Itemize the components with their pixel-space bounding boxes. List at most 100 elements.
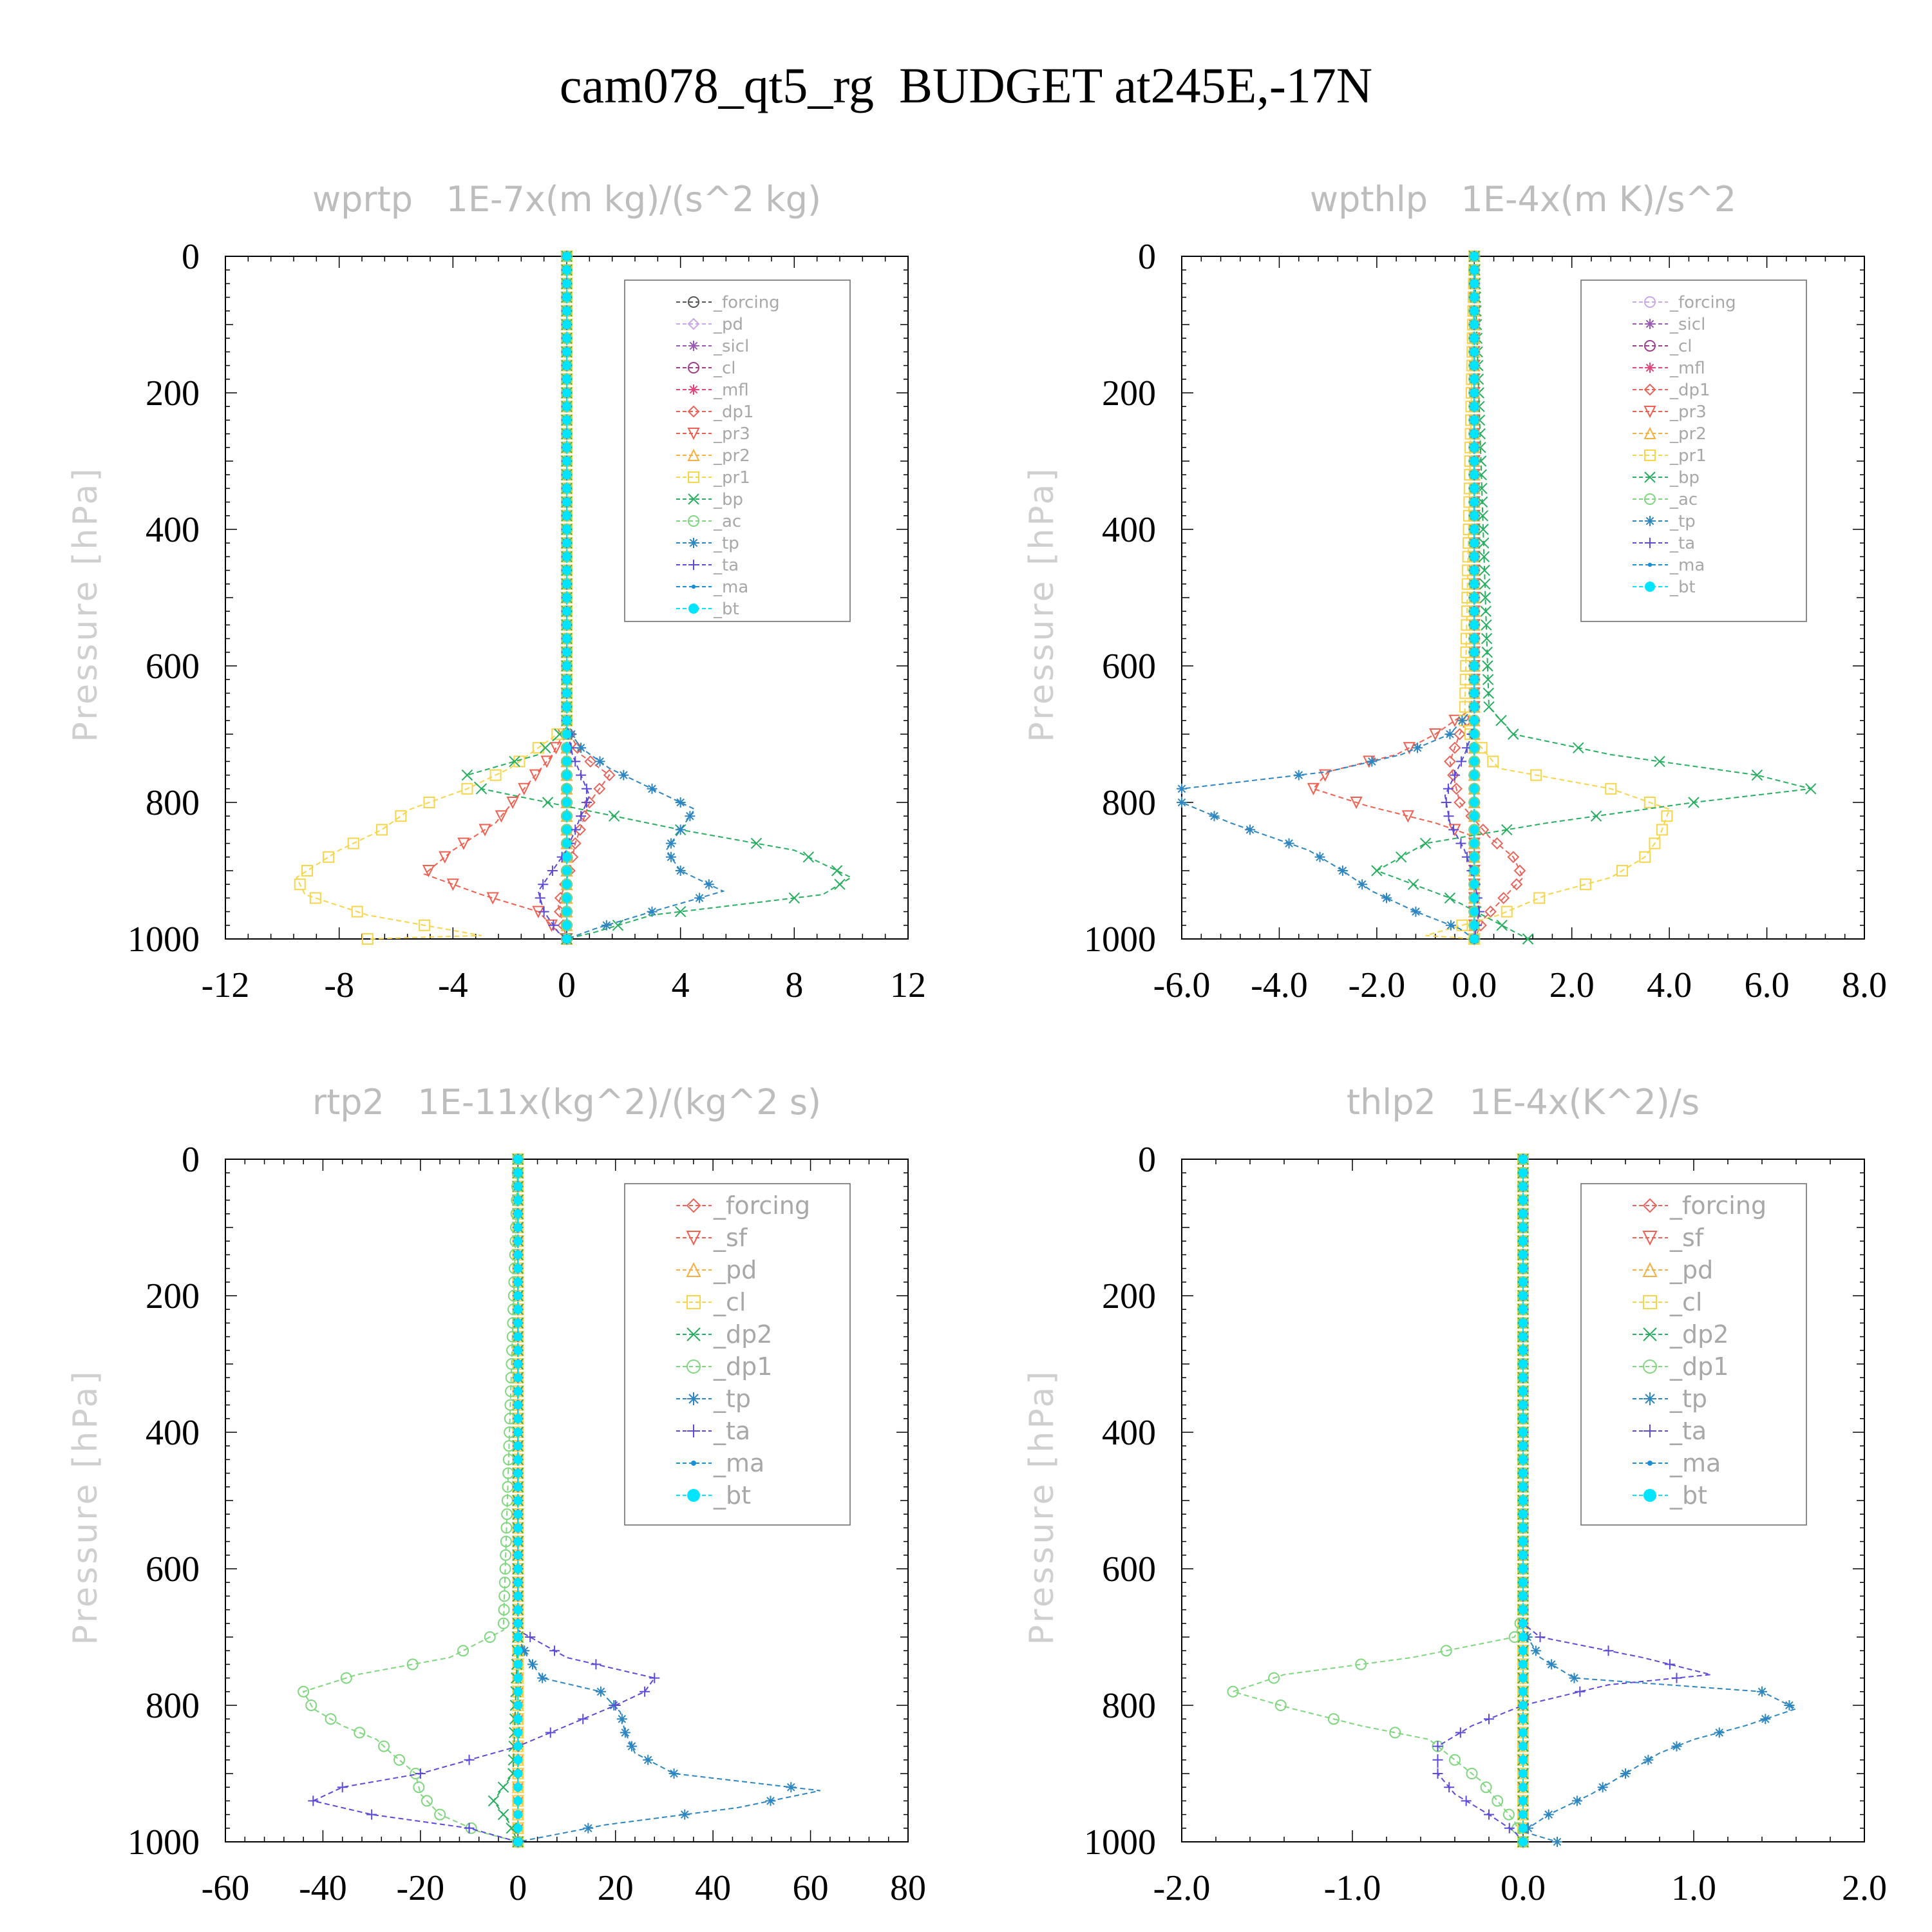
- data-point: [419, 919, 431, 931]
- data-point: [562, 702, 571, 712]
- data-point: [1478, 551, 1490, 563]
- data-point: [489, 769, 502, 781]
- data-point: [1470, 511, 1479, 520]
- legend-item-forcing: _forcing: [676, 293, 780, 312]
- data-point: [518, 782, 531, 796]
- x-tick-label: 2.0: [1842, 1868, 1887, 1908]
- data-point: [1470, 279, 1479, 289]
- data-point: [562, 607, 571, 616]
- data-point: [351, 905, 363, 918]
- data-point: [513, 1523, 523, 1533]
- data-point: [1457, 715, 1468, 726]
- x-tick-label: 12: [890, 965, 926, 1005]
- data-point: [562, 265, 571, 275]
- data-point: [1597, 1782, 1608, 1793]
- legend-marker: [687, 1327, 701, 1341]
- data-point: [354, 1727, 366, 1739]
- legend-marker: [1642, 1231, 1658, 1246]
- data-point: [1508, 728, 1519, 740]
- data-point: [1519, 1510, 1528, 1519]
- legend-item-pd: _pd: [676, 1256, 757, 1284]
- x-tick-label: 0: [558, 965, 576, 1005]
- data-point: [679, 1809, 690, 1820]
- legend-marker: [688, 296, 699, 308]
- data-point: [1484, 1809, 1494, 1820]
- legend-item-dp2: _dp2: [676, 1320, 772, 1349]
- data-point: [1519, 1291, 1528, 1300]
- x-tick-label: 40: [695, 1868, 731, 1908]
- data-point: [500, 1549, 512, 1561]
- x-tick-label: -40: [299, 1868, 347, 1908]
- data-point: [675, 824, 686, 835]
- legend-label: _ma: [713, 1449, 764, 1477]
- data-point: [1470, 811, 1479, 821]
- data-point: [1519, 1578, 1528, 1587]
- data-point: [1470, 415, 1479, 425]
- data-point: [1519, 1728, 1528, 1738]
- data-point: [513, 1482, 523, 1492]
- chart-panel-2: 0 200 400 600 800 1000 -6.0 -4.0 -2.0 0.0 2.0 4.0 6.…: [1023, 179, 1887, 1005]
- legend-marker: [1643, 383, 1656, 396]
- data-point: [525, 1632, 536, 1642]
- legend-marker: [1645, 538, 1655, 548]
- y-axis-label: Pressure [hPa]: [66, 466, 105, 743]
- panel-title: wprtp 1E-7x(m kg)/(s^2 kg): [312, 179, 821, 220]
- data-point: [562, 402, 571, 412]
- data-point: [1470, 497, 1479, 507]
- data-point: [1519, 1264, 1528, 1273]
- x-tick-label: -2.0: [1349, 965, 1406, 1005]
- legend-marker: [1643, 1489, 1656, 1502]
- legend-marker: [688, 384, 699, 395]
- legend-item-pd: _pd: [1633, 1256, 1713, 1284]
- data-point: [1450, 770, 1460, 781]
- data-point: [1519, 1455, 1528, 1464]
- x-tick-label: 2.0: [1549, 965, 1595, 1005]
- legend-item-pr1: _pr1: [676, 468, 750, 488]
- data-point: [513, 1305, 523, 1314]
- data-point: [1495, 715, 1507, 726]
- data-point: [1571, 1795, 1582, 1806]
- legend-marker: [686, 1231, 701, 1246]
- data-point: [1671, 1741, 1682, 1752]
- data-point: [513, 1291, 523, 1300]
- data-point: [1209, 811, 1220, 822]
- data-point: [562, 511, 571, 520]
- data-point: [802, 851, 815, 863]
- data-point: [1519, 1195, 1528, 1205]
- data-point: [513, 1783, 523, 1792]
- panel-title: thlp2 1E-4x(K^2)/s: [1347, 1082, 1700, 1122]
- legend-label: _pr3: [1669, 402, 1707, 422]
- legend-label: _forcing: [713, 293, 780, 312]
- legend-label: _sf: [713, 1224, 748, 1252]
- y-tick-label: 0: [1138, 1140, 1156, 1180]
- data-point: [1671, 1672, 1682, 1683]
- legend-item-dp1: _dp1: [676, 1352, 772, 1381]
- data-point: [1664, 1659, 1675, 1670]
- data-point: [1530, 769, 1542, 781]
- data-point: [562, 552, 571, 562]
- data-point: [562, 811, 571, 821]
- data-point: [1470, 265, 1479, 275]
- data-point: [618, 770, 629, 781]
- data-point: [1590, 810, 1602, 822]
- data-point: [1470, 525, 1479, 534]
- data-point: [1569, 1672, 1580, 1683]
- data-point: [1649, 837, 1661, 849]
- legend-item-dp2: _dp2: [1633, 1320, 1728, 1349]
- data-point: [1470, 757, 1479, 766]
- legend-label: _tp: [713, 1385, 751, 1413]
- data-point: [1519, 1550, 1528, 1560]
- y-tick-label: 800: [146, 1686, 200, 1726]
- data-point: [395, 810, 407, 822]
- x-tick-label: 4.0: [1647, 965, 1692, 1005]
- data-point: [1714, 1727, 1725, 1738]
- data-point: [513, 1468, 523, 1478]
- data-point: [1519, 1236, 1528, 1246]
- series-line: [1231, 1159, 1524, 1842]
- data-point: [1466, 1768, 1478, 1779]
- data-point: [608, 810, 620, 822]
- x-tick-label: -2.0: [1153, 1868, 1211, 1908]
- data-point: [562, 730, 571, 739]
- data-point: [1470, 552, 1479, 562]
- legend-label: _dp1: [713, 402, 754, 422]
